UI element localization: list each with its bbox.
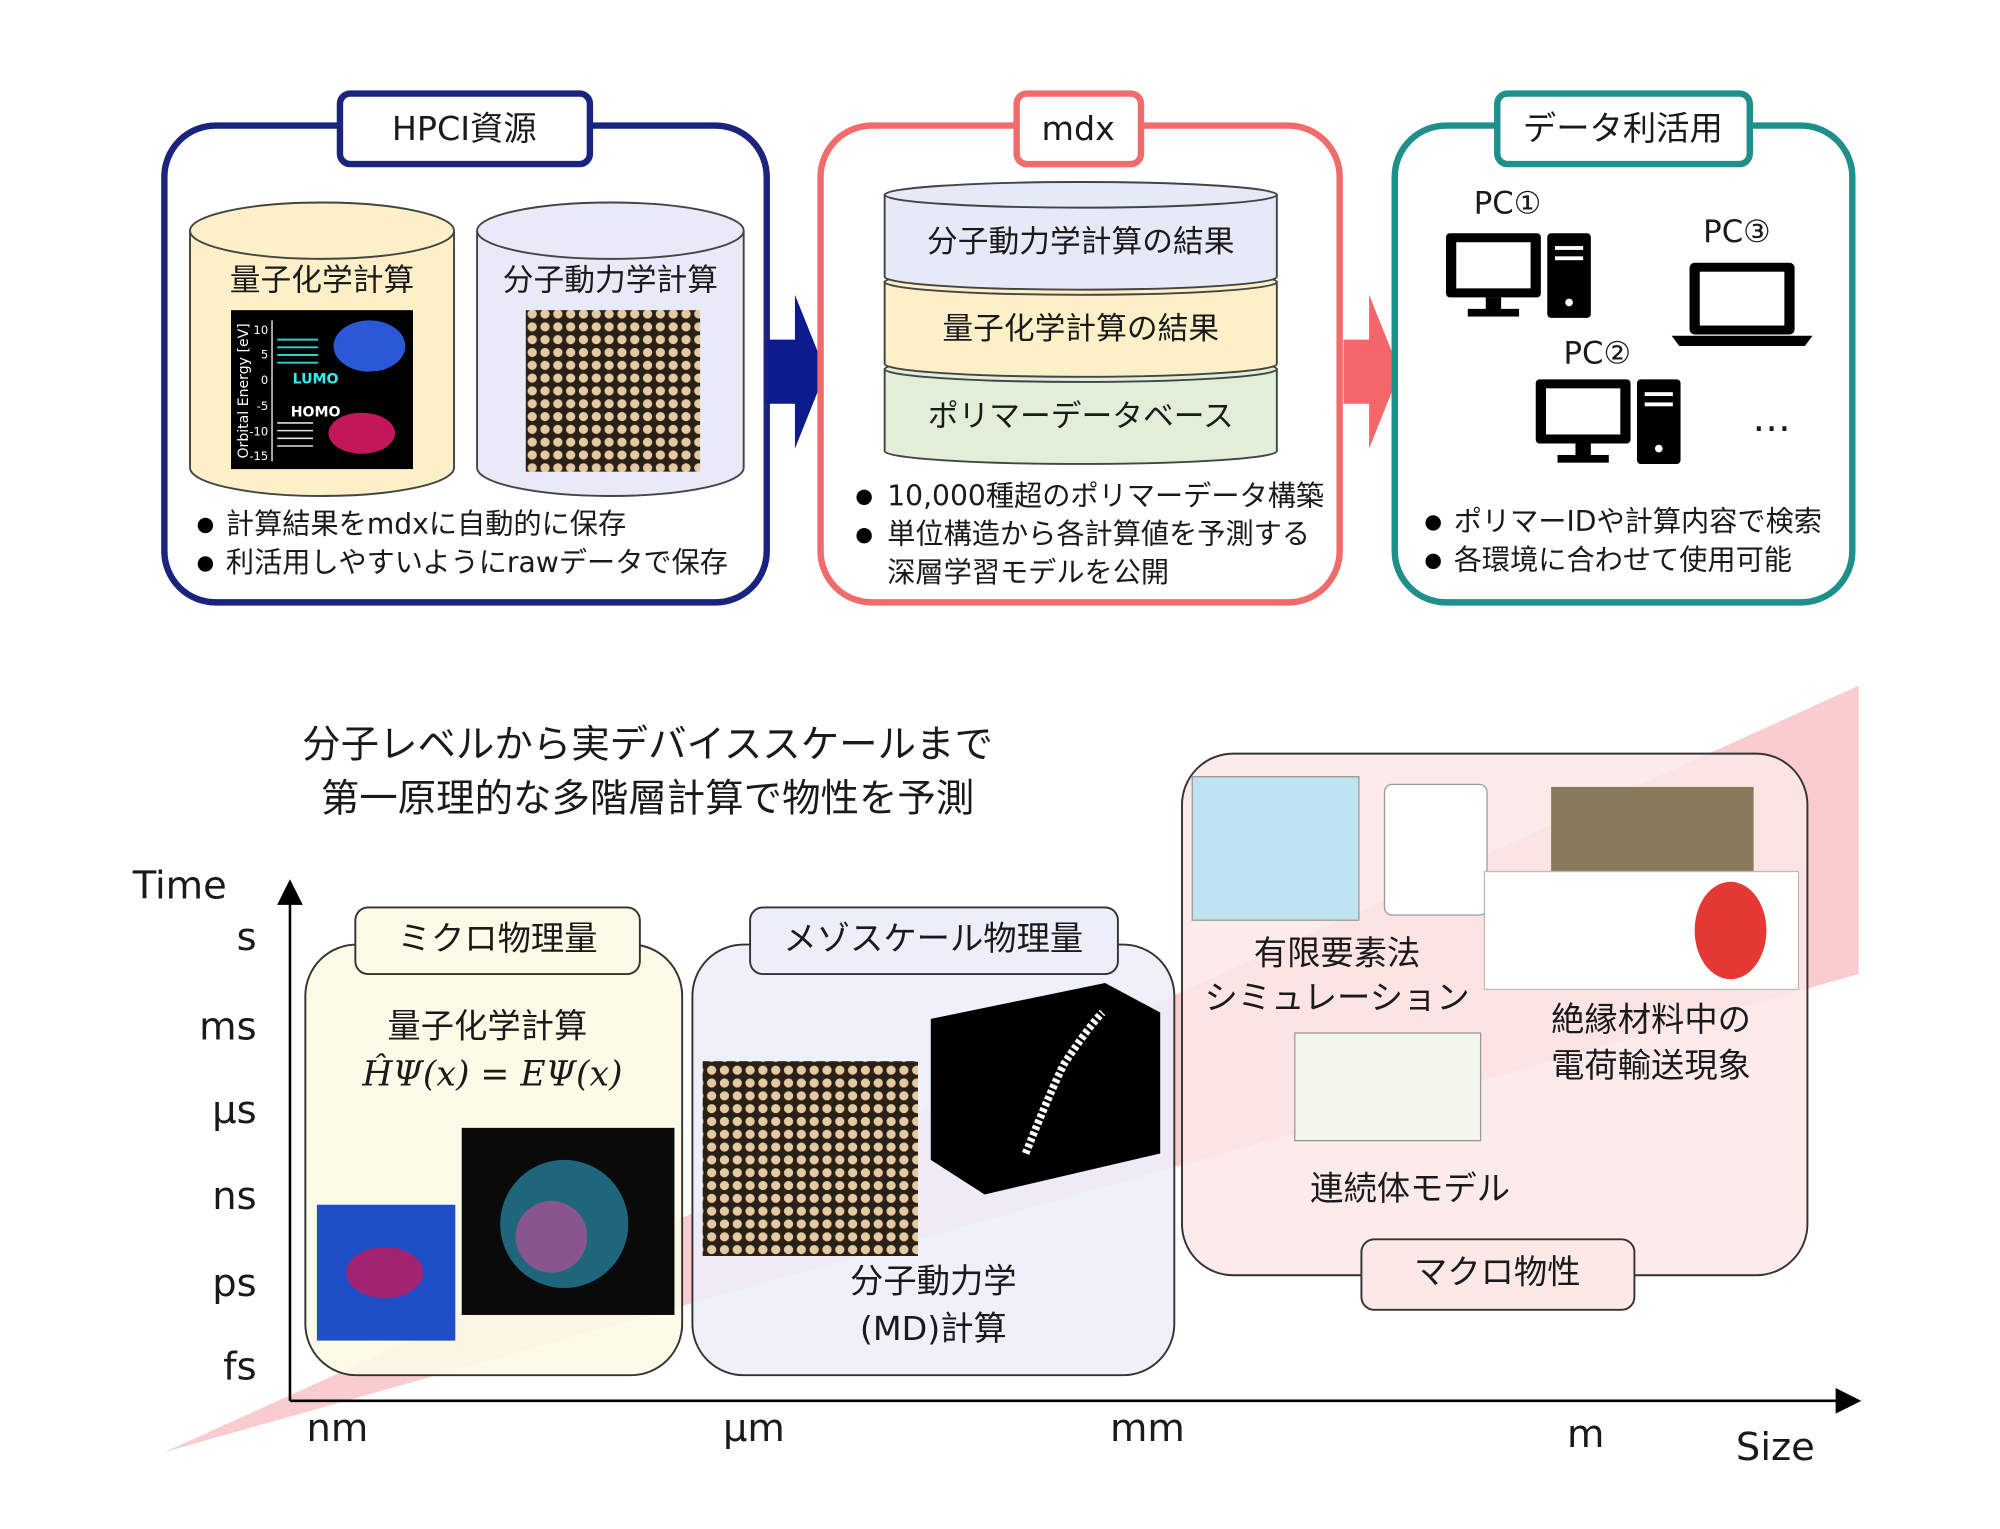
desktop-icon (1446, 233, 1591, 318)
bullet-text: 10,000種超のポリマーデータ構築 (887, 479, 1324, 512)
device-label: PC② (1563, 336, 1631, 372)
annotation: HOMO (291, 405, 341, 421)
ellipsis: … (1752, 396, 1790, 441)
panel-tab (1494, 90, 1753, 168)
x-tick-label: mm (1110, 1406, 1185, 1451)
method-label: 有限要素法 (1254, 933, 1421, 972)
box-title: メゾスケール物理量 (783, 919, 1083, 958)
method-label: 分子動力学 (850, 1261, 1017, 1300)
panel-tab (1013, 90, 1145, 168)
method-label: 絶縁材料中の (1551, 1000, 1751, 1039)
layer-label: ポリマーデータベース (928, 398, 1234, 434)
x-tick-label: μm (723, 1406, 785, 1451)
panel-tab (336, 90, 594, 168)
layer-label: 分子動力学計算の結果 (927, 224, 1235, 260)
panel-title: データ利活用 (1523, 109, 1723, 148)
tick-label: -5 (257, 399, 268, 413)
cylinder-label: 量子化学計算 (230, 262, 415, 298)
data-use-panel: データ利活用 PC① PC③ PC② … ポリマーIDや計算内容で検索 各環境に… (1391, 90, 1856, 606)
continuum-image (1294, 1032, 1482, 1142)
md-figure (525, 310, 701, 472)
cube-image (930, 983, 1161, 1195)
flow-arrow (1343, 294, 1400, 449)
tick-label: 5 (261, 348, 268, 362)
y-tick-label: s (237, 915, 257, 960)
tick-label: 0 (261, 373, 268, 387)
tick-label: 10 (254, 323, 269, 337)
micro-box: ミクロ物理量 量子化学計算 ĤΨ(x) = EΨ(x) (304, 906, 684, 1377)
fem-image (1191, 776, 1360, 921)
device-label: PC③ (1703, 214, 1771, 250)
laptop-icon (1671, 262, 1813, 347)
cylinder-label: 分子動力学計算 (503, 262, 718, 298)
bullet-text: 利活用しやすいようにrawデータで保存 (226, 546, 728, 579)
y-tick-label: fs (223, 1344, 257, 1389)
tick-label: -15 (249, 449, 268, 463)
layer-label: 量子化学計算の結果 (942, 311, 1219, 347)
y-axis-label: Time (132, 864, 227, 909)
x-tick-label: nm (306, 1406, 368, 1451)
method-label: 電荷輸送現象 (1551, 1046, 1751, 1085)
y-tick-label: μs (212, 1088, 256, 1133)
box-title: ミクロ物理量 (398, 919, 598, 958)
panel-title: mdx (1042, 109, 1115, 148)
md-image (702, 1061, 918, 1257)
x-axis-label: Size (1736, 1425, 1815, 1470)
bullet-text: 単位構造から各計算値を予測する (887, 518, 1310, 551)
headline: 分子レベルから実デバイススケールまで (302, 723, 993, 768)
x-tick-label: m (1567, 1412, 1604, 1457)
method-label: (MD)計算 (860, 1309, 1007, 1348)
desktop-icon (1535, 379, 1681, 464)
device-label: PC① (1474, 186, 1542, 222)
y-tick-label: ms (199, 1005, 256, 1050)
axis-label: Orbital Energy [eV] (236, 323, 252, 458)
hpci-panel: HPCI資源 量子化学計算 分子動力学計算 Orbital Energy [eV… (161, 90, 770, 606)
flow-arrow (766, 294, 826, 449)
bullet-text: ポリマーIDや計算内容で検索 (1454, 505, 1822, 538)
bullet-text: 各環境に合わせて使用可能 (1454, 543, 1792, 576)
orbital-figure: Orbital Energy [eV] 10 5 0 -5 -10 -15 LU… (231, 310, 414, 470)
tick-label: -10 (249, 424, 268, 438)
annotation: LUMO (293, 371, 339, 387)
bullet-text: 計算結果をmdxに自動的に保存 (226, 507, 626, 540)
headline: 第一原理的な多階層計算で物性を予測 (321, 777, 974, 822)
y-tick-label: ns (212, 1174, 256, 1219)
bullet-text: 深層学習モデルを公開 (887, 556, 1169, 589)
method-label: 連続体モデル (1310, 1169, 1510, 1208)
method-label: 量子化学計算 (387, 1006, 587, 1045)
equation-image (1383, 783, 1488, 916)
macro-box: 有限要素法 シミュレーション 連続体モデル 絶縁材料中の 電荷輸送現象 マクロ物… (1181, 752, 1809, 1311)
y-tick-label: ps (212, 1261, 256, 1306)
box-title: マクロ物性 (1414, 1252, 1581, 1291)
photo-image (1551, 786, 1754, 882)
equation: ĤΨ(x) = EΨ(x) (361, 1053, 622, 1095)
panel-title: HPCI資源 (392, 109, 537, 148)
method-label: シミュレーション (1204, 978, 1469, 1017)
mdx-panel: mdx 分子動力学計算の結果 量子化学計算の結果 ポリマーデータベース 10,0… (817, 90, 1343, 606)
meso-box: メゾスケール物理量 分子動力学 (MD)計算 (691, 906, 1176, 1377)
